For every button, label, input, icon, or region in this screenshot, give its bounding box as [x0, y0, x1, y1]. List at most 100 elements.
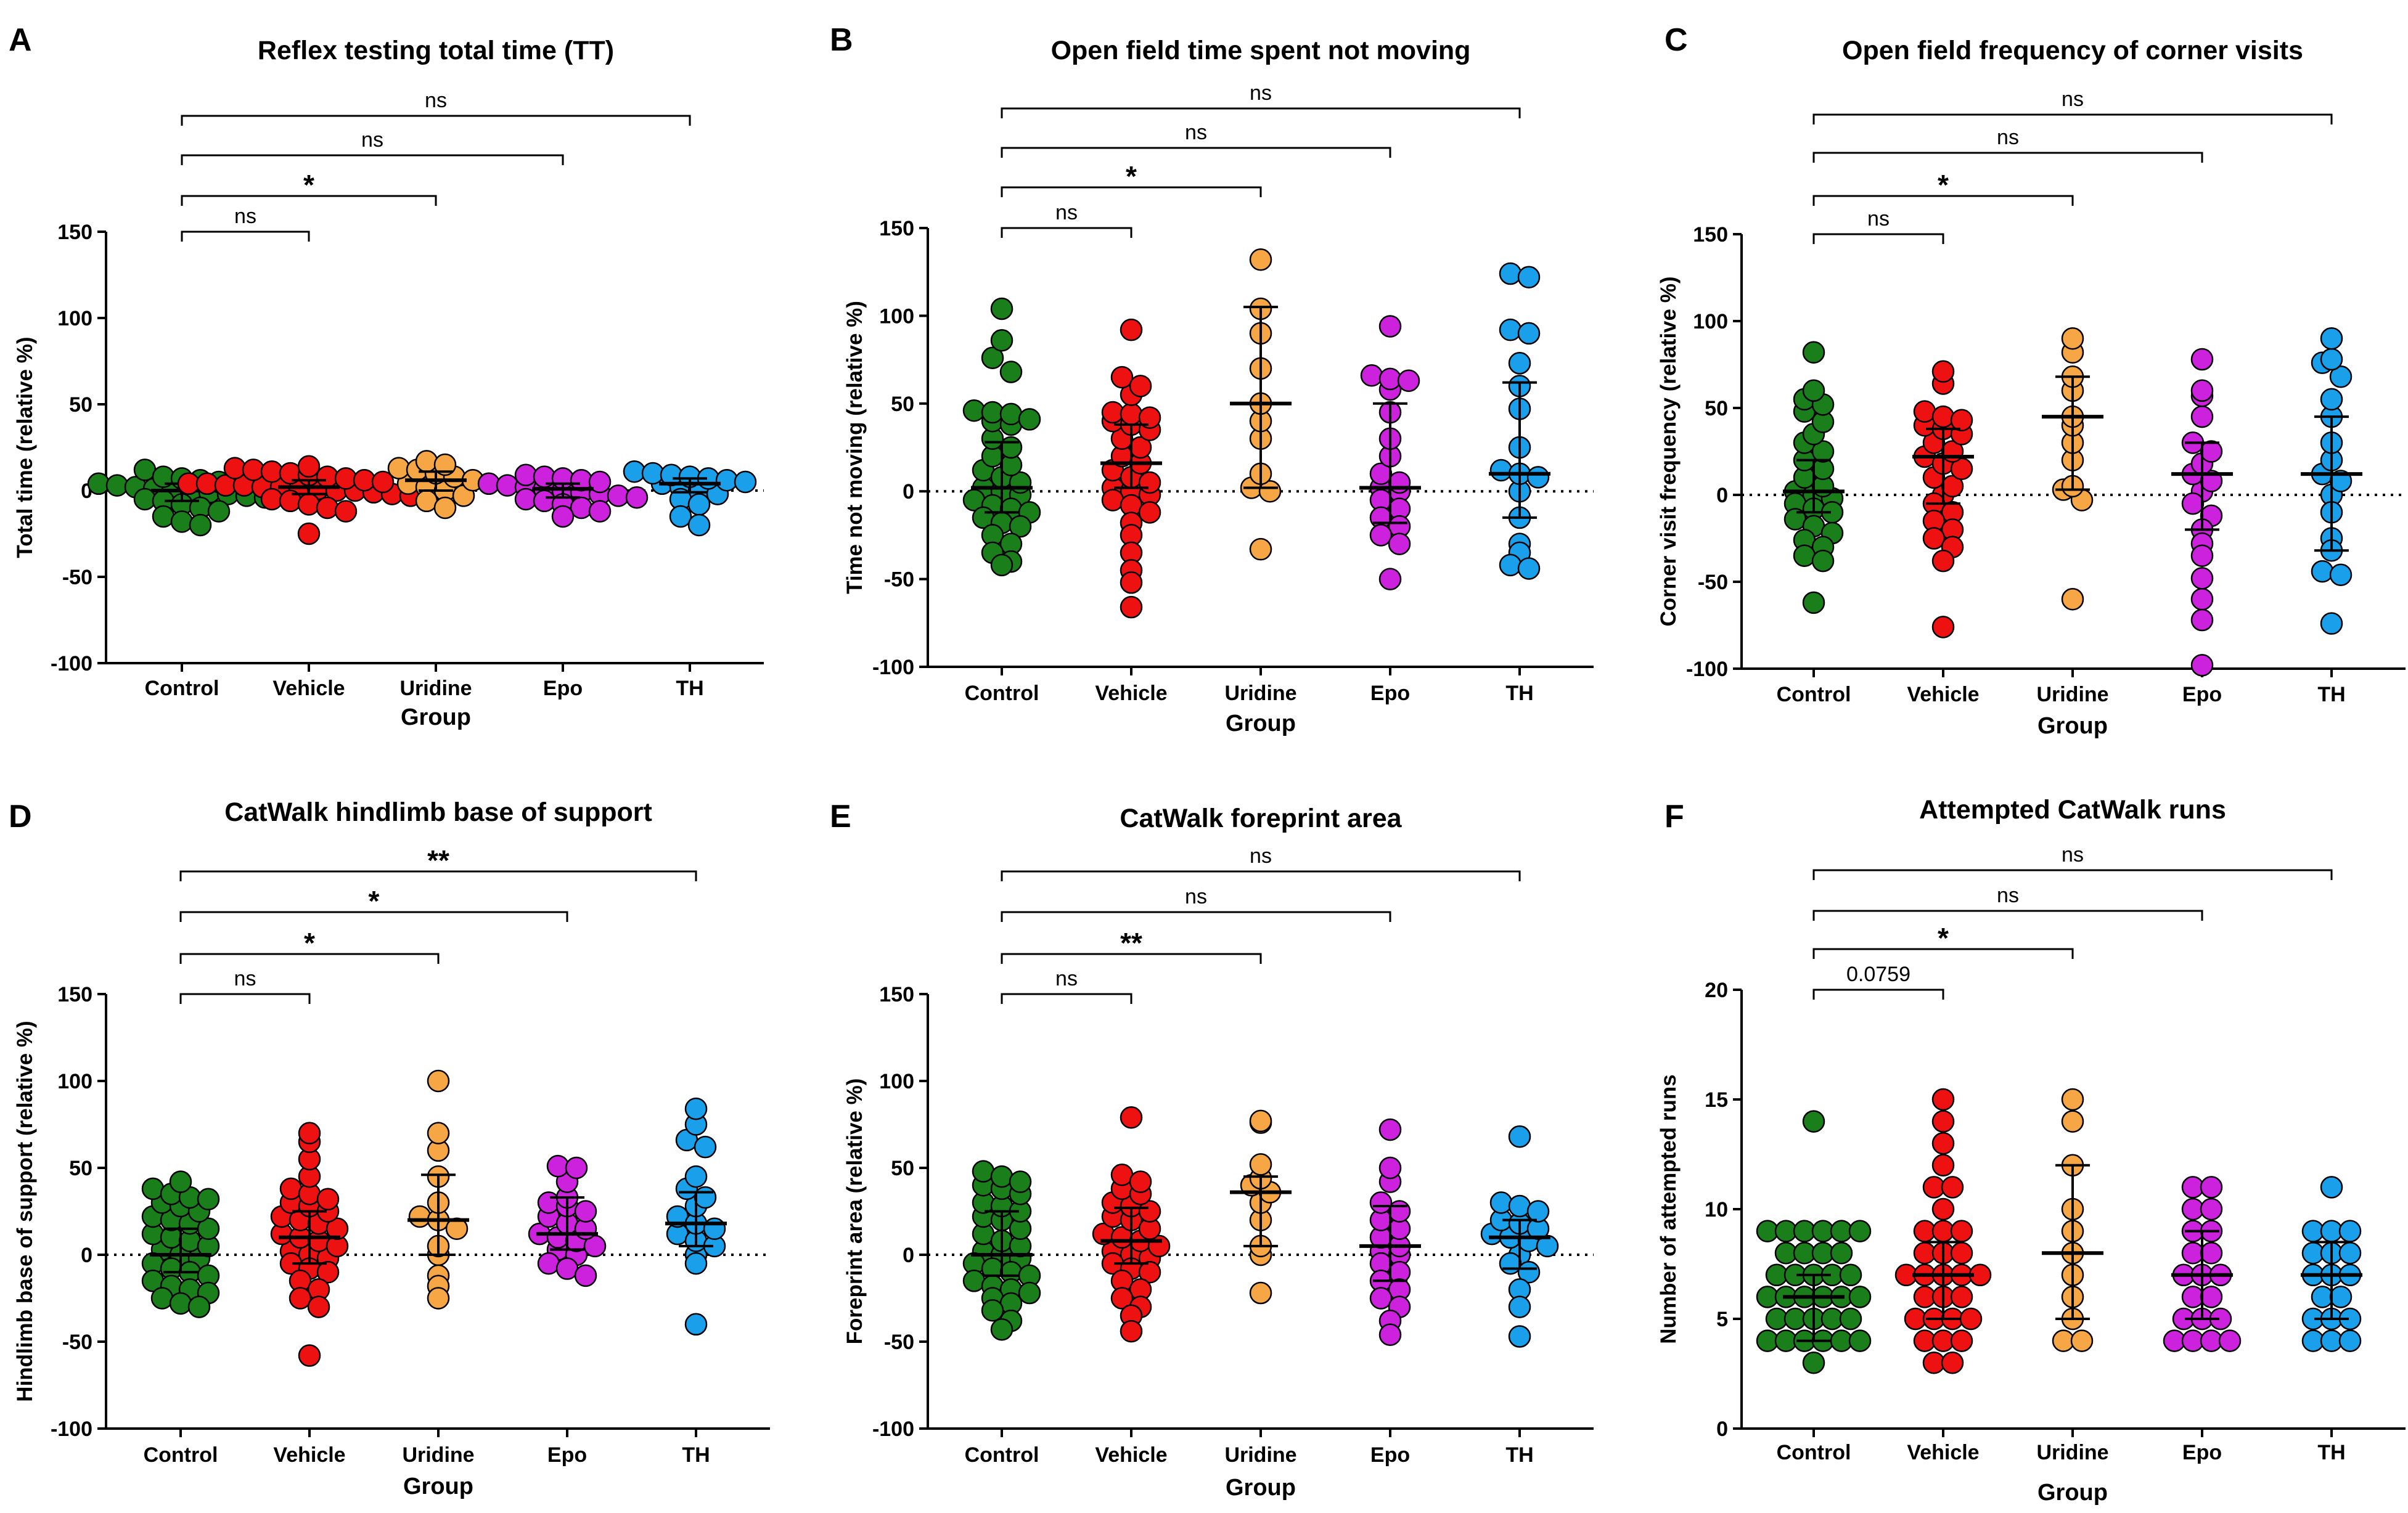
data-point	[981, 401, 1004, 424]
data-point	[1811, 440, 1835, 463]
x-tick-label: TH	[682, 1443, 710, 1467]
data-point	[1388, 532, 1411, 555]
data-point	[1249, 1153, 1272, 1176]
x-tick-label: Vehicle	[272, 677, 345, 700]
data-point	[981, 1299, 1004, 1322]
data-point	[1138, 471, 1161, 494]
chart-title: Reflex testing total time (TT)	[258, 36, 614, 65]
comparison-bracket	[1001, 953, 1262, 964]
y-tick-label: 0	[1716, 484, 1728, 507]
data-point	[999, 436, 1023, 459]
y-tick-label: 50	[891, 393, 914, 416]
data-point	[1802, 1351, 1825, 1374]
data-point	[1802, 591, 1825, 614]
panel-c: C Open field frequency of corner visits -1…	[1657, 22, 2406, 739]
data-point	[1120, 1319, 1143, 1343]
comparison-label: *	[1938, 169, 1949, 201]
data-point	[1931, 405, 1955, 428]
comparison-label: ns	[1185, 885, 1207, 908]
data-point	[607, 484, 630, 507]
data-point	[408, 1205, 432, 1228]
data-point	[1388, 1200, 1411, 1223]
data-point	[427, 1069, 450, 1093]
y-tick-label: 150	[57, 221, 92, 244]
data-point	[2338, 1241, 2362, 1265]
data-point	[537, 1191, 560, 1214]
data-point	[1499, 262, 1522, 285]
x-tick-label: Uridine	[1224, 682, 1296, 705]
y-tick-label: 0	[903, 1244, 914, 1267]
data-point	[999, 361, 1023, 383]
data-point	[1138, 1200, 1161, 1223]
data-point	[260, 460, 284, 483]
data-point	[1950, 1329, 1973, 1352]
data-point	[427, 1122, 450, 1144]
data-point	[105, 474, 129, 497]
panel-e: E CatWalk foreprint area -100 -50 0 50 100 150 F…	[830, 799, 1594, 1501]
data-point	[433, 496, 457, 520]
x-tick-label: Uridine	[399, 677, 472, 700]
x-tick-label: TH	[2317, 683, 2345, 706]
data-point	[1508, 1325, 1531, 1348]
data-point	[298, 1122, 321, 1144]
panel-letter: F	[1665, 799, 1684, 834]
data-point	[1101, 489, 1124, 512]
data-point	[1517, 266, 1541, 288]
data-point	[477, 472, 501, 495]
data-point	[962, 399, 986, 422]
data-point	[187, 1295, 211, 1318]
data-point	[1802, 1110, 1825, 1133]
data-point	[1931, 616, 1955, 638]
data-point	[169, 1170, 192, 1193]
data-point	[981, 346, 1004, 370]
comparison-bracket	[1001, 911, 1391, 922]
data-point	[1959, 1307, 1983, 1331]
data-point	[1931, 1154, 1955, 1177]
data-point	[533, 489, 556, 513]
comparison-label: ns	[1997, 884, 2019, 907]
chart-title: Open field frequency of corner visits	[1842, 36, 2303, 65]
y-tick-label: 10	[1705, 1198, 1728, 1221]
x-tick-label: Vehicle	[1907, 683, 1979, 706]
data-point	[298, 1344, 321, 1367]
x-tick-label: Vehicle	[1907, 1441, 1979, 1464]
data-point	[623, 460, 646, 483]
data-point	[1931, 1132, 1955, 1155]
y-tick-label: -50	[62, 1331, 92, 1354]
data-point	[990, 1318, 1014, 1341]
x-axis-label: Group	[403, 1474, 473, 1499]
data-point	[1388, 471, 1411, 494]
comparison-bracket	[181, 230, 310, 242]
data-point	[1526, 1200, 1550, 1223]
data-point	[2329, 365, 2353, 388]
data-point	[514, 463, 538, 487]
comparison-bracket	[1812, 152, 2203, 163]
data-point	[1378, 1118, 1402, 1141]
data-point	[687, 493, 711, 516]
data-point	[415, 450, 438, 473]
data-point	[2061, 587, 2084, 611]
y-tick-label: 100	[879, 304, 914, 328]
data-point	[2320, 348, 2343, 371]
comparison-bracket	[1001, 227, 1132, 238]
data-point	[2200, 1286, 2223, 1308]
data-point	[1018, 1281, 1041, 1305]
data-point	[1378, 1156, 1402, 1180]
data-point	[1120, 571, 1143, 594]
y-tick-label: 100	[879, 1070, 914, 1093]
comparison-bracket	[1812, 233, 1944, 244]
comparison-label: ns	[2062, 88, 2084, 111]
data-point	[2320, 327, 2343, 350]
data-point	[2338, 1220, 2362, 1242]
data-point	[1489, 459, 1513, 482]
data-point	[641, 462, 665, 485]
data-point	[1120, 1106, 1143, 1129]
data-point	[1931, 1110, 1955, 1133]
y-tick-label: -100	[872, 656, 914, 679]
data-point	[371, 470, 395, 494]
data-point	[2200, 1241, 2223, 1265]
comparison-bracket	[1001, 993, 1132, 1004]
data-point	[1378, 367, 1402, 391]
data-point	[1499, 553, 1522, 577]
